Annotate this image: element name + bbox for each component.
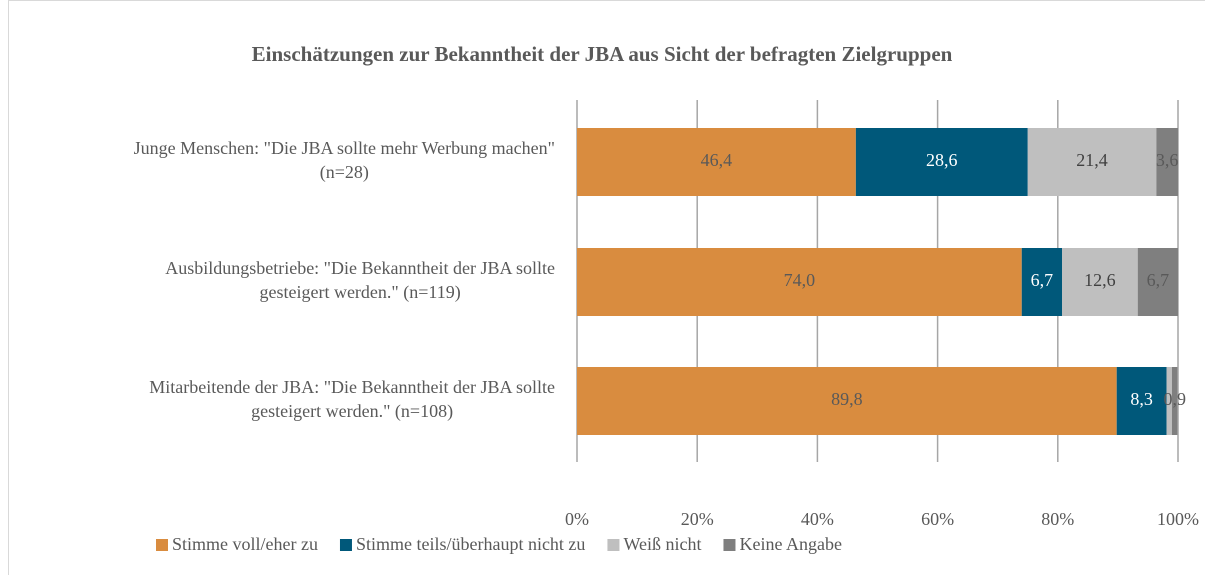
data-label: 21,4 bbox=[1076, 150, 1108, 170]
x-tick-label: 0% bbox=[565, 509, 589, 529]
category-label: gesteigert werden." (n=119) bbox=[259, 282, 460, 303]
x-tick-label: 100% bbox=[1157, 509, 1199, 529]
data-label: 89,8 bbox=[831, 389, 863, 409]
data-label: 12,6 bbox=[1084, 270, 1116, 290]
chart-title: Einschätzungen zur Bekanntheit der JBA a… bbox=[252, 42, 953, 66]
category-label: Ausbildungsbetriebe: "Die Bekanntheit de… bbox=[165, 258, 555, 278]
x-tick-label: 60% bbox=[921, 509, 954, 529]
legend-swatch bbox=[723, 539, 735, 551]
data-label: 8,3 bbox=[1130, 389, 1153, 409]
x-tick-label: 80% bbox=[1041, 509, 1074, 529]
legend-label: Weiß nicht bbox=[623, 534, 701, 554]
legend-swatch bbox=[607, 539, 619, 551]
legend-label: Stimme teils/überhaupt nicht zu bbox=[356, 534, 585, 554]
data-label: 46,4 bbox=[701, 150, 733, 170]
data-label: 74,0 bbox=[784, 270, 816, 290]
legend-swatch bbox=[340, 539, 352, 551]
x-tick-label: 20% bbox=[681, 509, 714, 529]
category-label: (n=28) bbox=[320, 162, 369, 183]
data-label: 6,7 bbox=[1031, 270, 1054, 290]
category-label: gesteigert werden." (n=108) bbox=[251, 401, 453, 422]
data-label: 6,7 bbox=[1147, 270, 1170, 290]
legend-label: Stimme voll/eher zu bbox=[172, 534, 318, 554]
data-label: 0,9 bbox=[1163, 389, 1186, 409]
x-tick-label: 40% bbox=[801, 509, 834, 529]
legend-swatch bbox=[156, 539, 168, 551]
data-label: 3,6 bbox=[1156, 150, 1179, 170]
category-label: Junge Menschen: "Die JBA sollte mehr Wer… bbox=[134, 138, 555, 158]
category-label: Mitarbeitende der JBA: "Die Bekanntheit … bbox=[149, 377, 555, 397]
legend-label: Keine Angabe bbox=[739, 534, 841, 554]
data-label: 28,6 bbox=[926, 150, 958, 170]
